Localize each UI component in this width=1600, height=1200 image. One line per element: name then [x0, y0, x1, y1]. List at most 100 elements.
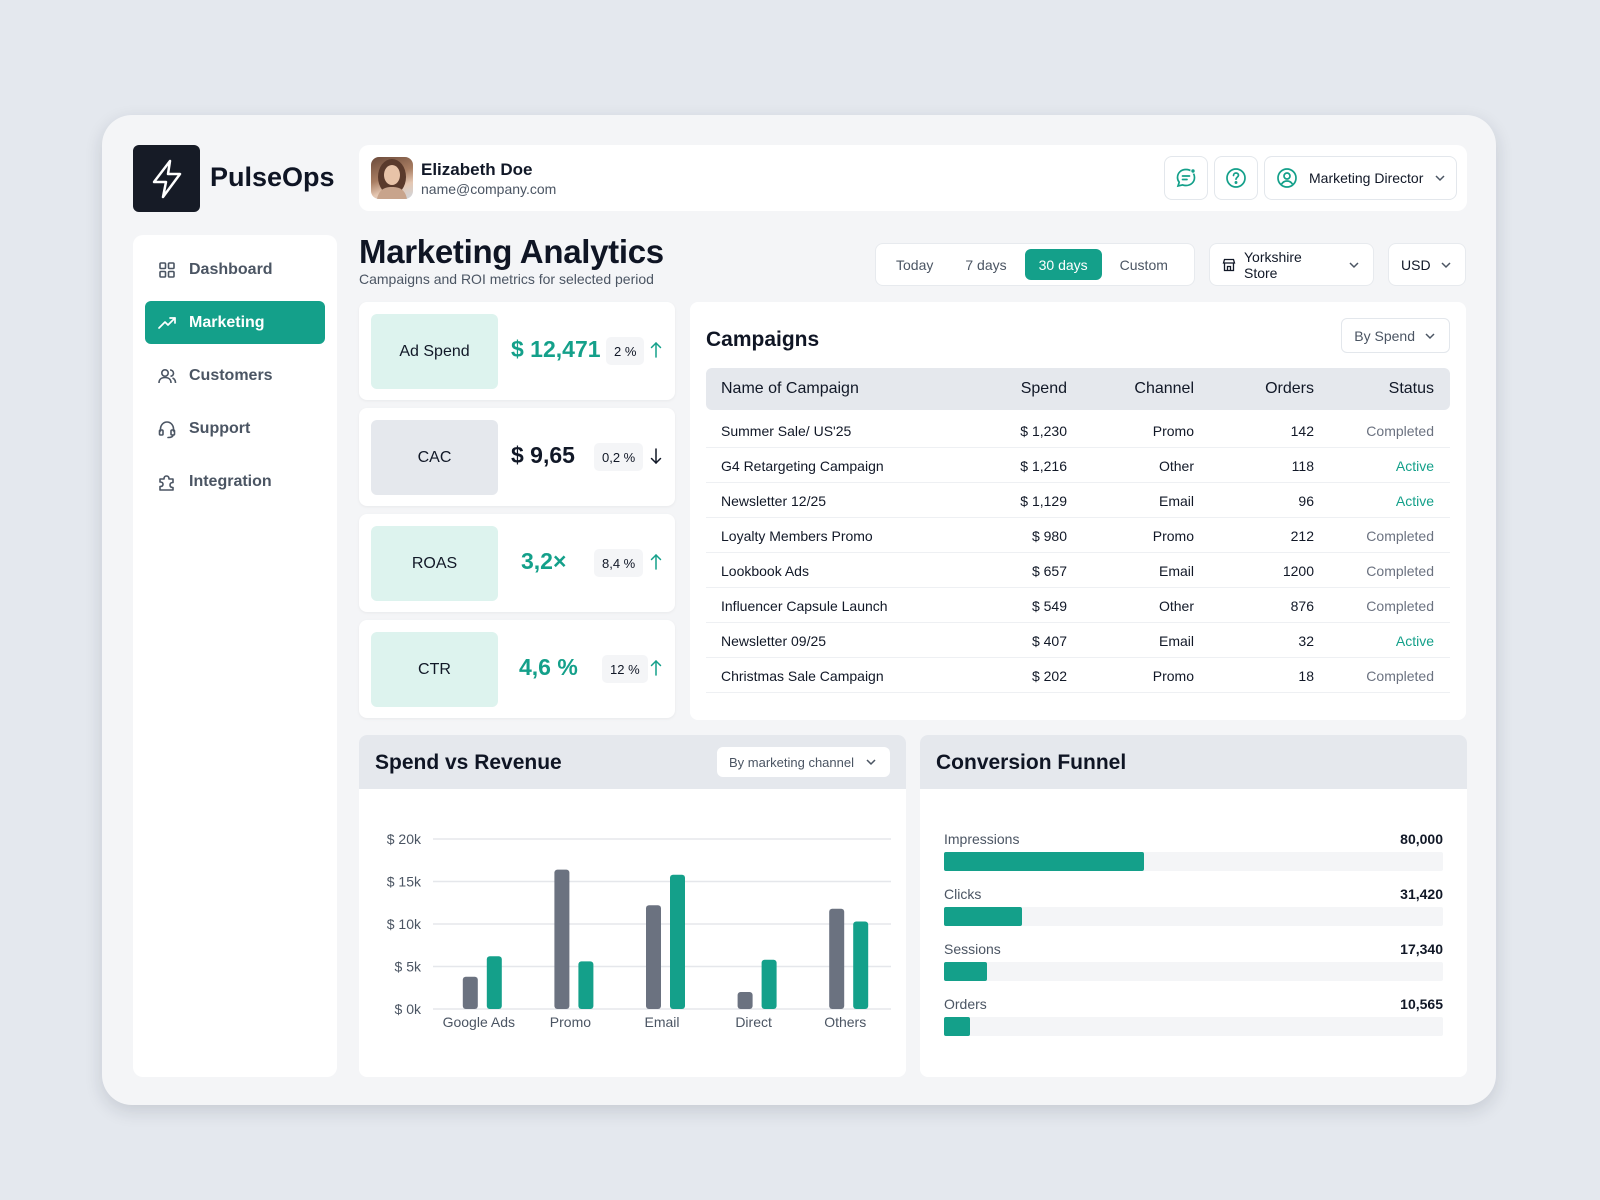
kpi-delta: 0,2 % — [594, 443, 644, 471]
funnel-stage-value: 10,565 — [1400, 996, 1443, 1012]
store-icon — [1222, 258, 1236, 271]
campaign-spend: $ 657 — [1031, 563, 1067, 579]
kpi-delta: 2 % — [606, 337, 645, 365]
sidebar-item-support[interactable]: Support — [145, 407, 325, 450]
campaign-status: Completed — [1366, 528, 1434, 544]
currency-dropdown[interactable]: USD — [1388, 243, 1466, 286]
campaign-orders: 1200 — [1282, 563, 1314, 579]
chevron-down-icon — [1349, 261, 1359, 268]
kpi-label: CAC — [371, 420, 498, 495]
campaign-name: Loyalty Members Promo — [721, 528, 873, 544]
campaign-name: Influencer Capsule Launch — [721, 598, 888, 614]
x-tick-label: Direct — [735, 1014, 772, 1030]
kpi-value: $ 9,65 — [511, 442, 575, 468]
revenue-bar — [486, 956, 502, 1009]
headset-icon — [158, 420, 176, 438]
table-row[interactable]: Christmas Sale Campaign $ 202 Promo 18 Compl… — [706, 658, 1450, 693]
x-tick-label: Google Ads — [443, 1014, 515, 1030]
help-icon — [1226, 168, 1246, 188]
avatar[interactable] — [371, 157, 413, 199]
range-7-days[interactable]: 7 days — [965, 256, 1007, 273]
revenue-bar — [761, 959, 777, 1009]
column-header[interactable]: Name of Campaign — [721, 380, 859, 397]
range-custom[interactable]: Custom — [1119, 256, 1168, 273]
campaign-name: Newsletter 09/25 — [721, 633, 827, 649]
arrow-up-icon — [650, 341, 662, 358]
table-row[interactable]: Influencer Capsule Launch $ 549 Other 876 Co… — [706, 588, 1450, 623]
funnel-bar-fill — [944, 962, 988, 981]
messages-button[interactable] — [1164, 156, 1208, 200]
role-dropdown[interactable]: Marketing Director — [1264, 156, 1457, 200]
spend-bar — [646, 905, 661, 1009]
column-header[interactable]: Status — [1388, 380, 1434, 397]
kpi-label: ROAS — [371, 526, 498, 601]
revenue-bar — [578, 961, 594, 1009]
funnel-stage-label: Clicks — [944, 886, 982, 902]
campaign-spend: $ 980 — [1031, 528, 1067, 544]
chevron-down-icon — [1435, 175, 1445, 182]
campaign-orders: 212 — [1290, 528, 1314, 544]
campaigns-card: Campaigns By Spend Name of Campaign Spen… — [690, 302, 1466, 720]
arrow-up-icon — [650, 553, 662, 570]
funnel-bar-track — [944, 1017, 1443, 1036]
x-tick-label: Promo — [550, 1014, 591, 1030]
conversion-funnel-card: Conversion Funnel Impressions 80,000 Click… — [920, 735, 1467, 1077]
table-row[interactable]: Summer Sale/ US'25 $ 1,230 Promo 142 Complet… — [706, 413, 1450, 448]
app-window: PulseOps Dashboard Marketing Customers — [102, 115, 1496, 1105]
trending-up-icon — [158, 316, 176, 329]
funnel-stage-value: 80,000 — [1400, 831, 1443, 847]
campaign-spend: $ 407 — [1031, 633, 1067, 649]
role-label: Marketing Director — [1309, 170, 1424, 186]
funnel-stage-label: Impressions — [944, 831, 1020, 847]
campaign-name: G4 Retargeting Campaign — [721, 458, 884, 474]
campaign-status: Completed — [1366, 423, 1434, 439]
range-30-days[interactable]: 30 days — [1024, 249, 1102, 280]
logo — [133, 145, 200, 212]
funnel-stage: Orders 10,565 — [944, 996, 1443, 1046]
campaign-channel: Email — [1158, 633, 1194, 649]
funnel-stage-label: Orders — [944, 996, 987, 1012]
kpi-card-ad-spend: Ad Spend $ 12,471 2 % — [359, 302, 675, 400]
campaign-spend: $ 1,230 — [1020, 423, 1067, 439]
table-row[interactable]: Newsletter 12/25 $ 1,129 Email 96 Active — [706, 483, 1450, 518]
x-tick-label: Others — [824, 1014, 866, 1030]
funnel-bar-track — [944, 962, 1443, 981]
funnel-bar-fill — [944, 907, 1023, 926]
chevron-down-icon — [1425, 332, 1435, 339]
sort-dropdown[interactable]: By Spend — [1341, 318, 1450, 353]
campaign-spend: $ 1,216 — [1020, 458, 1067, 474]
channel-dropdown-label: By marketing channel — [728, 754, 854, 770]
y-tick-label: $ 10k — [387, 916, 422, 932]
chevron-down-icon — [866, 759, 876, 766]
sidebar-item-integration[interactable]: Integration — [145, 460, 325, 503]
revenue-bar — [853, 921, 869, 1009]
funnel-stage: Sessions 17,340 — [944, 941, 1443, 991]
campaign-orders: 32 — [1298, 633, 1314, 649]
column-header[interactable]: Channel — [1134, 380, 1194, 397]
store-dropdown[interactable]: Yorkshire Store — [1209, 243, 1374, 286]
campaign-channel: Other — [1158, 598, 1194, 614]
sidebar-item-dashboard[interactable]: Dashboard — [145, 248, 325, 291]
funnel-title: Conversion Funnel — [936, 751, 1127, 774]
table-row[interactable]: Loyalty Members Promo $ 980 Promo 212 Comple… — [706, 518, 1450, 553]
table-row[interactable]: Newsletter 09/25 $ 407 Email 32 Active — [706, 623, 1450, 658]
avatar-image — [377, 159, 407, 199]
sidebar-item-customers[interactable]: Customers — [145, 354, 325, 397]
table-row[interactable]: G4 Retargeting Campaign $ 1,216 Other 118 Ac… — [706, 448, 1450, 483]
column-header[interactable]: Spend — [1020, 380, 1067, 397]
kpi-card-ctr: CTR 4,6 % 12 % — [359, 620, 675, 718]
revenue-bar — [670, 874, 685, 1009]
arrow-down-icon — [650, 448, 662, 465]
campaign-name: Newsletter 12/25 — [721, 493, 827, 509]
column-header[interactable]: Orders — [1265, 380, 1314, 397]
users-icon — [158, 368, 177, 383]
sidebar-item-marketing[interactable]: Marketing — [145, 301, 325, 344]
table-row[interactable]: Lookbook Ads $ 657 Email 1200 Completed — [706, 553, 1450, 588]
campaign-channel: Promo — [1152, 423, 1194, 439]
campaign-status: Active — [1395, 633, 1434, 649]
spend-vs-revenue-card: Spend vs Revenue By marketing channel $ … — [359, 735, 906, 1077]
page-subtitle: Campaigns and ROI metrics for selected p… — [359, 271, 654, 287]
help-button[interactable] — [1214, 156, 1258, 200]
channel-dropdown[interactable]: By marketing channel — [716, 747, 890, 777]
range-today[interactable]: Today — [896, 256, 934, 273]
